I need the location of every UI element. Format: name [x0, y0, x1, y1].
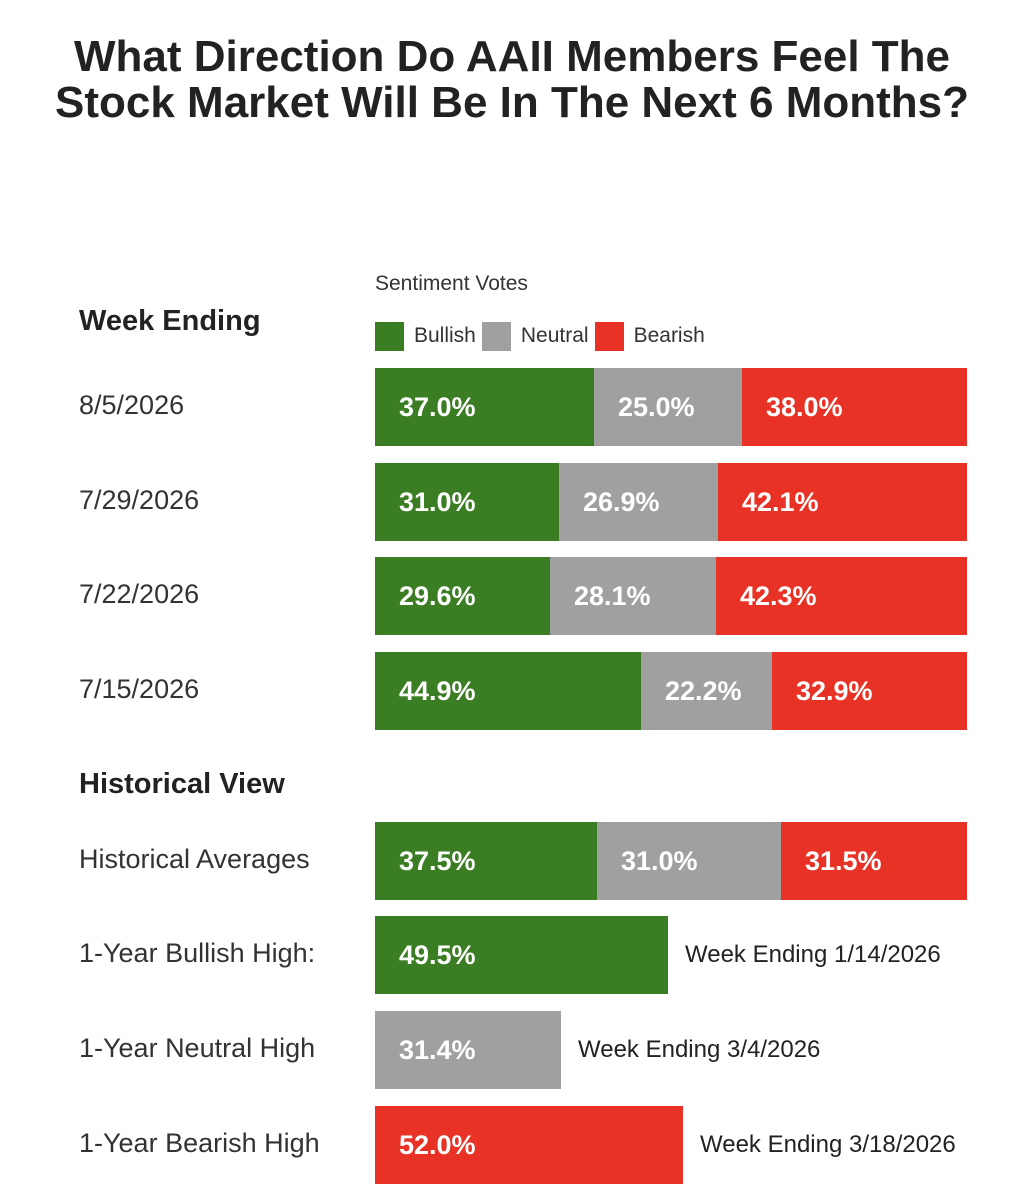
row-label-historical-averages: Historical Averages	[79, 844, 310, 874]
legend-swatch-bullish	[375, 321, 404, 351]
bar-segment-bullish: 37.0%	[375, 368, 594, 446]
week-ending-note: Week Ending 3/18/2026	[700, 1131, 956, 1158]
legend-label-bearish: Bearish	[633, 324, 705, 347]
section-heading-week-ending: Week Ending	[79, 305, 261, 337]
bar-segment: 52.0%	[375, 1106, 683, 1184]
bar-segment-bearish: 38.0%	[742, 368, 967, 446]
data-label-neutral: 28.1%	[574, 580, 651, 611]
legend-item-neutral: Neutral	[481, 321, 589, 351]
week-ending-note: Week Ending 1/14/2026	[685, 941, 941, 968]
row-label-8-5-2026: 8/5/2026	[79, 390, 185, 420]
data-label-neutral: 26.9%	[583, 486, 660, 517]
high-bar-1-year-neutral-high: 31.4%	[375, 1011, 561, 1089]
bar-segment-bearish: 42.3%	[716, 557, 967, 635]
data-label-bearish: 42.3%	[740, 580, 817, 611]
data-label-bullish: 37.0%	[399, 391, 476, 422]
high-bar-1-year-bearish-high: 52.0%	[375, 1106, 683, 1184]
stacked-bar-historical-averages: 37.5% 31.0% 31.5%	[375, 822, 967, 900]
stacked-bar-7-29-2026: 31.0% 26.9% 42.1%	[375, 463, 967, 541]
legend-swatch-neutral	[481, 321, 511, 351]
legend-label-bullish: Bullish	[414, 324, 476, 347]
chart-title: What Direction Do AAII Members Feel The …	[55, 32, 969, 127]
data-label: 31.4%	[399, 1034, 476, 1065]
high-bar-1-year-bullish-high: 49.5%	[375, 916, 668, 994]
data-label: 49.5%	[399, 939, 476, 970]
bar-segment-bearish: 31.5%	[781, 822, 967, 900]
data-label-bearish: 38.0%	[766, 391, 843, 422]
section-heading-historical-view: Historical View	[79, 768, 285, 800]
row-label-1-year-bullish-high: 1-Year Bullish High:	[79, 938, 316, 968]
data-label-neutral: 31.0%	[621, 845, 698, 876]
bar-segment-neutral: 25.0%	[594, 368, 742, 446]
bar-segment-bullish: 44.9%	[375, 652, 641, 730]
bar-segment-neutral: 31.0%	[597, 822, 781, 900]
legend-label-neutral: Neutral	[520, 324, 589, 347]
stacked-bar-8-5-2026: 37.0% 25.0% 38.0%	[375, 368, 967, 446]
stacked-bar-7-15-2026: 44.9% 22.2% 32.9%	[375, 652, 967, 730]
row-label-1-year-bearish-high: 1-Year Bearish High	[79, 1128, 320, 1158]
legend-swatch-bearish	[594, 321, 624, 351]
bar-segment-bullish: 29.6%	[375, 557, 550, 635]
legend-item-bullish: Bullish	[375, 321, 476, 351]
bar-segment-bearish: 42.1%	[718, 463, 967, 541]
row-label-1-year-neutral-high: 1-Year Neutral High	[79, 1033, 316, 1063]
bar-segment-bearish: 32.9%	[772, 652, 967, 730]
data-label-bullish: 37.5%	[399, 845, 476, 876]
legend-caption: Sentiment Votes	[375, 272, 528, 295]
data-label-neutral: 25.0%	[618, 391, 695, 422]
bar-segment-bullish: 31.0%	[375, 463, 559, 541]
data-label-bullish: 44.9%	[399, 675, 476, 706]
row-label-7-15-2026: 7/15/2026	[79, 674, 200, 704]
bar-segment-neutral: 22.2%	[641, 652, 772, 730]
bar-segment-bullish: 37.5%	[375, 822, 597, 900]
data-label-bullish: 31.0%	[399, 486, 476, 517]
legend-item-bearish: Bearish	[594, 321, 705, 351]
bar-segment: 31.4%	[375, 1011, 561, 1089]
row-label-7-22-2026: 7/22/2026	[79, 579, 200, 609]
data-label-bearish: 32.9%	[796, 675, 873, 706]
bar-segment: 49.5%	[375, 916, 668, 994]
data-label-bullish: 29.6%	[399, 580, 476, 611]
legend: Bullish Neutral Bearish	[375, 321, 711, 351]
stacked-bar-7-22-2026: 29.6% 28.1% 42.3%	[375, 557, 967, 635]
data-label: 52.0%	[399, 1129, 476, 1160]
row-label-7-29-2026: 7/29/2026	[79, 485, 200, 515]
data-label-bearish: 31.5%	[805, 845, 882, 876]
bar-segment-neutral: 28.1%	[550, 557, 716, 635]
bar-segment-neutral: 26.9%	[559, 463, 718, 541]
data-label-neutral: 22.2%	[665, 675, 742, 706]
week-ending-note: Week Ending 3/4/2026	[578, 1036, 821, 1063]
data-label-bearish: 42.1%	[742, 486, 819, 517]
